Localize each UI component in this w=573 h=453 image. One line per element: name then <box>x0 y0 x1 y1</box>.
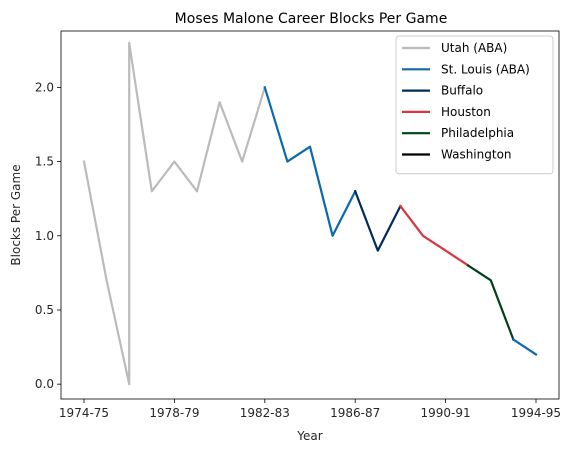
legend-label: St. Louis (ABA) <box>441 62 530 76</box>
y-tick-label: 2.0 <box>35 80 54 94</box>
legend-label: Buffalo <box>441 84 483 98</box>
series-line-4 <box>466 263 515 342</box>
series-line-2 <box>353 189 402 252</box>
x-tick-label: 1978-79 <box>149 406 199 420</box>
legend-box <box>395 35 554 175</box>
plot-lines <box>82 41 538 386</box>
x-tick-label: 1994-95 <box>511 406 561 420</box>
x-tick-label: 1986-87 <box>330 406 380 420</box>
y-axis-label: Blocks Per Game <box>9 164 23 265</box>
x-axis: 1974-75 1978-79 1982-83 1986-87 1990-91 1994-… <box>59 399 561 420</box>
chart-title: Moses Malone Career Blocks Per Game <box>175 11 448 27</box>
y-axis: 0.0 0.5 1.0 1.5 2.0 <box>35 80 61 391</box>
legend-label: Houston <box>441 105 491 119</box>
series-line-1 <box>263 86 357 237</box>
y-tick-label: 0.0 <box>35 377 54 391</box>
x-tick-label: 1982-83 <box>240 406 290 420</box>
legend-label: Philadelphia <box>441 126 514 140</box>
plot-frame <box>60 30 560 400</box>
x-tick-label: 1990-91 <box>421 406 471 420</box>
series-line-0 <box>82 41 267 386</box>
legend-label: Utah (ABA) <box>441 41 507 55</box>
y-tick-label: 1.0 <box>35 229 54 243</box>
series-line-3 <box>398 204 470 268</box>
x-axis-label: Year <box>296 429 322 443</box>
legend-label: Washington <box>441 148 512 162</box>
y-tick-label: 1.5 <box>35 155 54 169</box>
series-line-6 <box>511 338 538 357</box>
y-tick-label: 0.5 <box>35 303 54 317</box>
x-tick-label: 1974-75 <box>59 406 109 420</box>
legend: Utah (ABA) St. Louis (ABA) Buffalo Houston P… <box>395 35 554 175</box>
